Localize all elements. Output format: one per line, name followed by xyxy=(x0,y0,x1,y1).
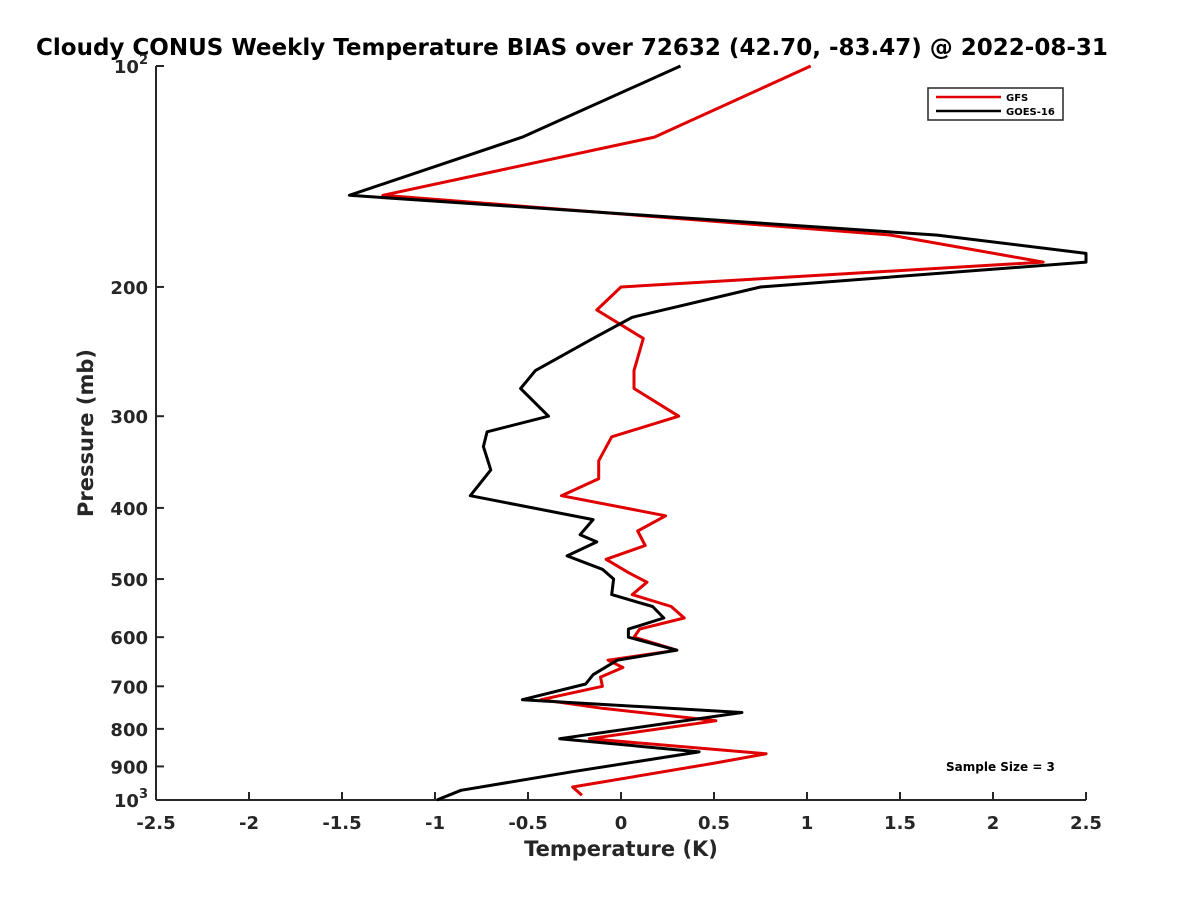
x-tick-label: -2.5 xyxy=(136,813,175,834)
y-tick-label: 102 xyxy=(114,53,148,78)
legend-label-gfs: GFS xyxy=(1006,93,1028,104)
y-tick-base: 10 xyxy=(114,791,139,812)
y-tick-label: 800 xyxy=(110,720,148,741)
y-tick-label: 600 xyxy=(110,628,148,649)
y-tick-label: 200 xyxy=(110,278,148,299)
x-tick-label: 2 xyxy=(987,813,1000,834)
x-tick-label: 0.5 xyxy=(698,813,730,834)
x-tick-label: -1 xyxy=(425,813,445,834)
y-tick-label: 900 xyxy=(110,757,148,778)
y-tick-label: 500 xyxy=(110,570,148,591)
x-tick-label: -1.5 xyxy=(322,813,361,834)
sample-size-annotation: Sample Size = 3 xyxy=(946,760,1055,774)
y-tick-label: 400 xyxy=(110,499,148,520)
y-tick-label: 103 xyxy=(114,787,148,812)
y-tick-label: 300 xyxy=(110,407,148,428)
legend: GFS GOES-16 xyxy=(927,87,1064,121)
chart-title: Cloudy CONUS Weekly Temperature BIAS ove… xyxy=(36,35,1108,61)
x-tick-label: 1 xyxy=(801,813,814,834)
x-axis-ticks: -2.5 -2 -1.5 -1 -0.5 0 0.5 1 1.5 2 2.5 xyxy=(136,792,1102,834)
y-axis-label: Pressure (mb) xyxy=(74,349,98,517)
legend-label-goes-16: GOES-16 xyxy=(1006,107,1055,118)
x-tick-label: 0 xyxy=(615,813,628,834)
x-tick-label: -0.5 xyxy=(508,813,547,834)
y-tick-base: 10 xyxy=(114,57,139,78)
x-axis-label: Temperature (K) xyxy=(524,837,718,861)
y-tick-exponent: 3 xyxy=(139,787,148,802)
y-tick-exponent: 2 xyxy=(139,53,148,68)
series-line-goes-16 xyxy=(347,64,1088,802)
x-tick-label: -2 xyxy=(239,813,259,834)
y-tick-label: 700 xyxy=(110,677,148,698)
series-lines xyxy=(347,64,1088,802)
legend-box xyxy=(927,87,1064,121)
x-tick-label: 1.5 xyxy=(884,813,916,834)
x-tick-label: 2.5 xyxy=(1070,813,1102,834)
series-line-gfs xyxy=(381,64,1045,797)
